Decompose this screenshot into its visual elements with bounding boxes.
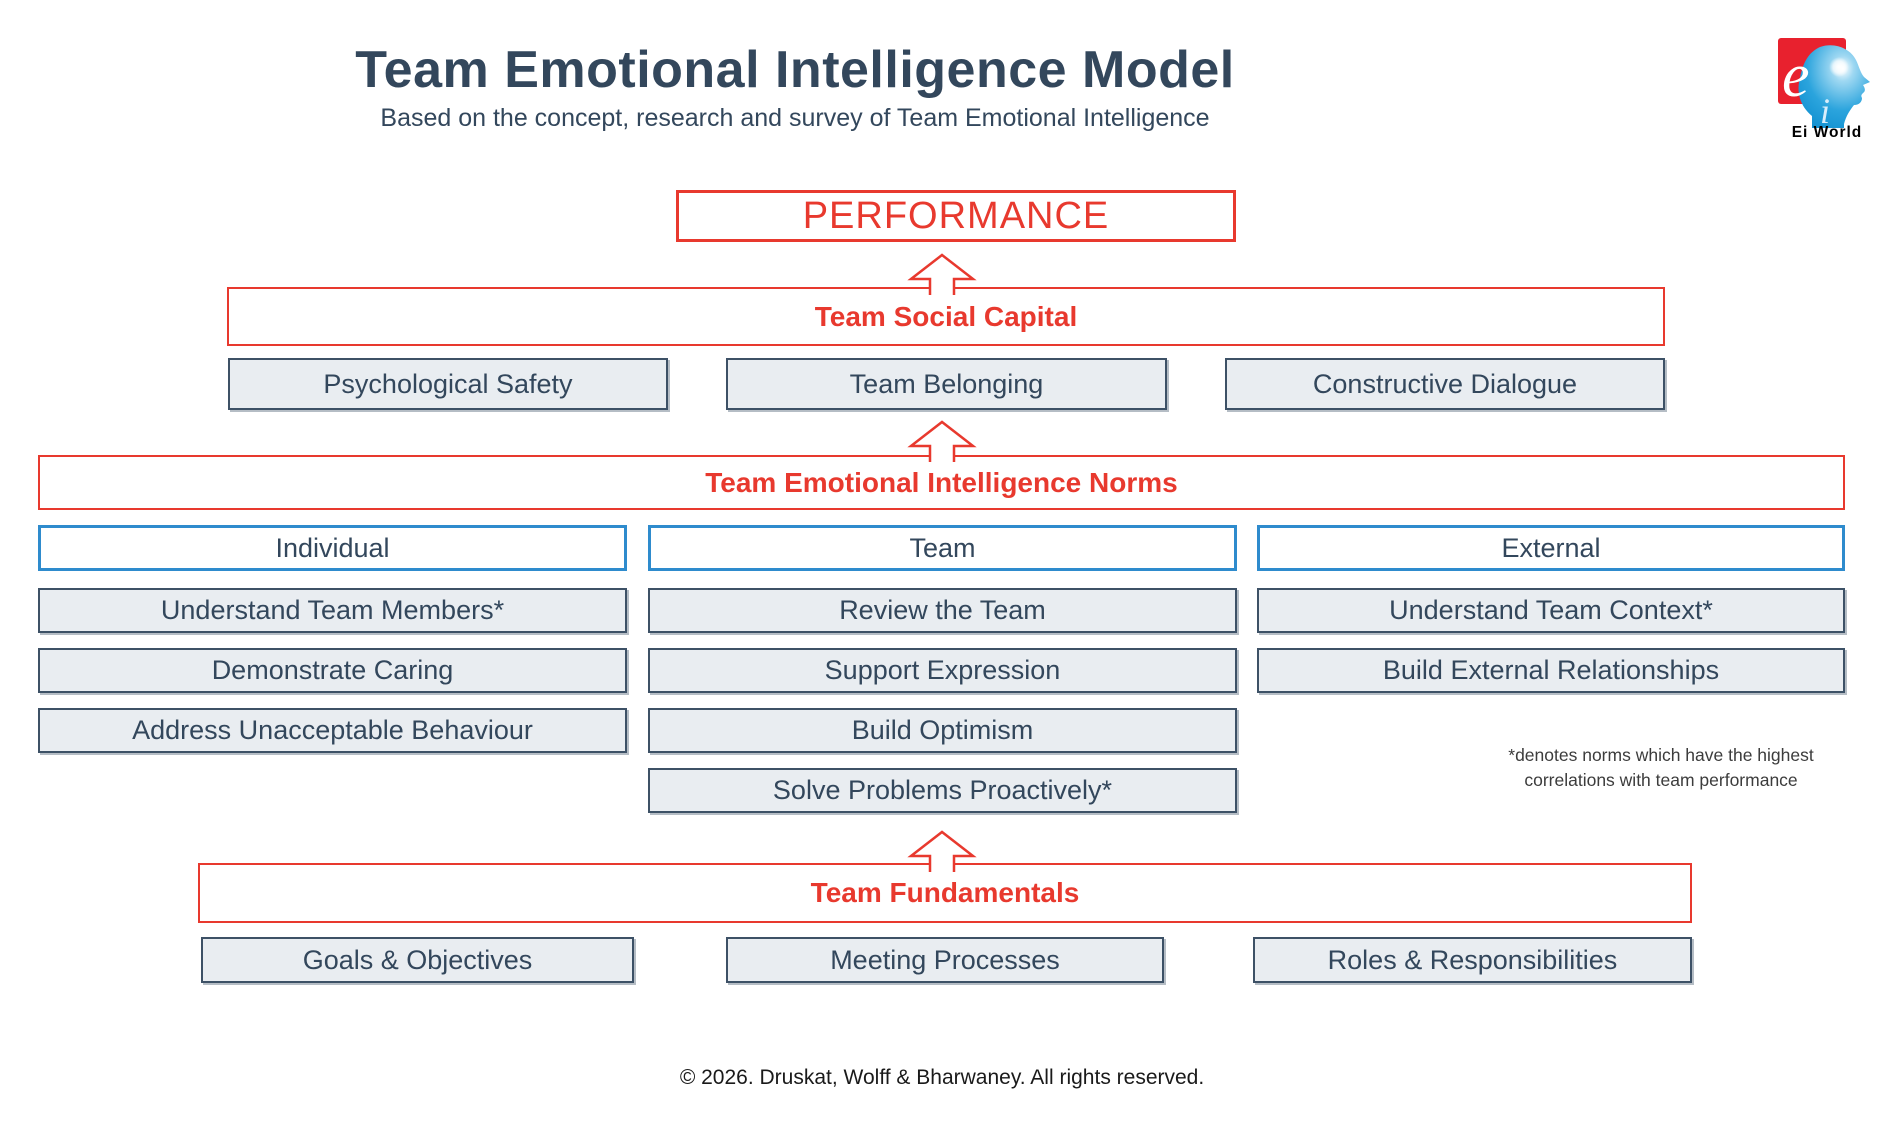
norm-label: Understand Team Context* <box>1389 595 1713 625</box>
norm-support-expression: Support Expression <box>648 648 1237 693</box>
norm-solve-problems-proactively: Solve Problems Proactively* <box>648 768 1237 813</box>
norms-header-team: Team <box>648 525 1237 571</box>
norms-header-external: External <box>1257 525 1845 571</box>
norm-understand-team-context: Understand Team Context* <box>1257 588 1845 633</box>
norm-label: Support Expression <box>824 655 1061 685</box>
norms-box: Team Emotional Intelligence Norms <box>38 455 1845 510</box>
logo-highlight <box>1829 57 1849 77</box>
social-capital-title: Team Social Capital <box>814 300 1078 332</box>
norm-build-external-relationships: Build External Relationships <box>1257 648 1845 693</box>
social-item-psychological-safety: Psychological Safety <box>228 358 668 410</box>
norm-address-unacceptable-behaviour: Address Unacceptable Behaviour <box>38 708 627 753</box>
norm-label: Understand Team Members* <box>160 595 505 625</box>
norm-label: Solve Problems Proactively* <box>772 775 1113 805</box>
fundamentals-box: Team Fundamentals <box>198 863 1692 923</box>
norm-demonstrate-caring: Demonstrate Caring <box>38 648 627 693</box>
norms-header-label: Individual <box>275 532 390 563</box>
norm-review-the-team: Review the Team <box>648 588 1237 633</box>
social-item-label: Psychological Safety <box>323 368 573 399</box>
social-item-label: Constructive Dialogue <box>1312 368 1578 399</box>
page-subtitle: Based on the concept, research and surve… <box>380 104 1210 132</box>
up-arrow-to-performance <box>907 253 977 295</box>
performance-label: PERFORMANCE <box>802 194 1110 237</box>
ei-world-logo: e i Ei World <box>1778 38 1870 140</box>
norm-label: Build External Relationships <box>1382 655 1720 685</box>
norms-header-label: External <box>1501 532 1601 563</box>
performance-box: PERFORMANCE <box>676 190 1236 242</box>
up-arrow-to-social-capital <box>907 420 977 462</box>
page-title: Team Emotional Intelligence Model <box>355 41 1235 99</box>
norm-label: Build Optimism <box>851 715 1034 745</box>
norm-label: Address Unacceptable Behaviour <box>132 715 533 745</box>
fundamental-roles-responsibilities: Roles & Responsibilities <box>1253 937 1692 983</box>
footnote-line-1: *denotes norms which have the highest <box>1508 745 1814 765</box>
norm-build-optimism: Build Optimism <box>648 708 1237 753</box>
fundamentals-title: Team Fundamentals <box>810 877 1080 908</box>
up-arrow-to-norms <box>907 830 977 872</box>
social-item-label: Team Belonging <box>849 368 1044 399</box>
norms-header-individual: Individual <box>38 525 627 571</box>
fundamental-meeting-processes: Meeting Processes <box>726 937 1164 983</box>
footnote-line-2: correlations with team performance <box>1524 770 1798 791</box>
logo-head-profile-icon <box>1798 45 1870 128</box>
logo-brand-text: Ei World <box>1792 124 1863 140</box>
norm-label: Review the Team <box>839 595 1046 625</box>
fundamental-goals-objectives: Goals & Objectives <box>201 937 634 983</box>
norms-title: Team Emotional Intelligence Norms <box>705 466 1178 498</box>
fundamental-label: Goals & Objectives <box>302 944 533 975</box>
social-item-team-belonging: Team Belonging <box>726 358 1167 410</box>
norm-label: Demonstrate Caring <box>211 655 454 685</box>
norms-footnote: *denotes norms which have the highest co… <box>1460 743 1862 794</box>
logo-letter-e: e <box>1782 42 1810 110</box>
logo-letter-i: i <box>1820 91 1830 131</box>
fundamental-label: Roles & Responsibilities <box>1327 944 1618 975</box>
fundamental-label: Meeting Processes <box>830 944 1060 975</box>
copyright-text: © 2026. Druskat, Wolff & Bharwaney. All … <box>679 1066 1205 1089</box>
norm-understand-team-members: Understand Team Members* <box>38 588 627 633</box>
social-item-constructive-dialogue: Constructive Dialogue <box>1225 358 1665 410</box>
social-capital-box: Team Social Capital <box>227 287 1665 346</box>
norms-header-label: Team <box>909 532 976 563</box>
